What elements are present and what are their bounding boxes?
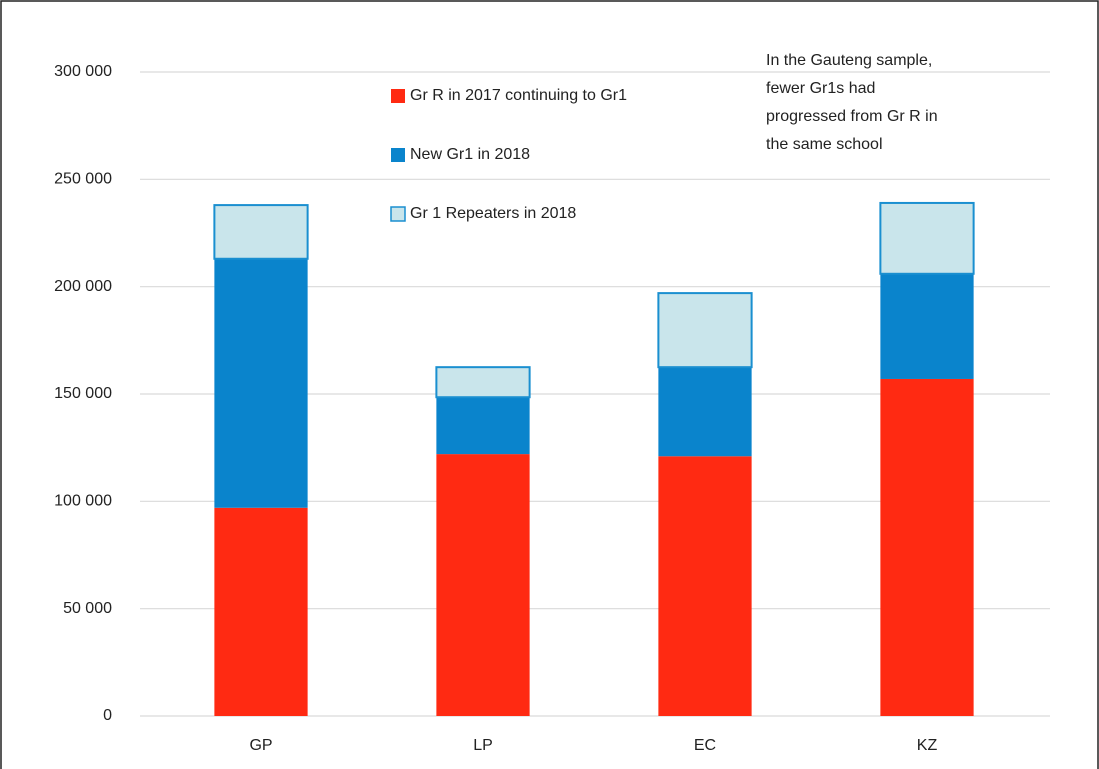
x-tick-label: GP: [249, 737, 272, 754]
legend-swatch: [391, 148, 405, 162]
bar-segment: [879, 201, 975, 275]
bar-segment: [657, 292, 753, 369]
bar-segment: [658, 367, 752, 457]
bar-segment: [214, 258, 308, 508]
bar-segment: [880, 378, 974, 716]
annotation: the same school: [766, 136, 883, 153]
legend-label: Gr 1 Repeaters in 2018: [410, 205, 576, 222]
bar-segment: [880, 273, 974, 379]
bar-segment: [658, 456, 752, 716]
y-tick-label: 0: [103, 707, 112, 724]
annotation: progressed from Gr R in: [766, 108, 938, 125]
y-tick-label: 250 000: [54, 171, 112, 188]
bar-segment: [436, 454, 530, 716]
annotation: fewer Gr1s had: [766, 80, 875, 97]
x-tick-label: LP: [473, 737, 493, 754]
y-tick-label: 300 000: [54, 63, 112, 80]
bar-segment: [435, 366, 531, 399]
y-tick-label: 200 000: [54, 278, 112, 295]
y-tick-label: 150 000: [54, 385, 112, 402]
legend-label: Gr R in 2017 continuing to Gr1: [410, 87, 627, 104]
x-tick-label: EC: [694, 737, 716, 754]
annotation: In the Gauteng sample,: [766, 52, 932, 69]
bar-segment: [213, 204, 309, 260]
legend-swatch: [391, 89, 405, 103]
y-tick-label: 100 000: [54, 493, 112, 510]
x-tick-label: KZ: [917, 737, 938, 754]
legend-label: New Gr1 in 2018: [410, 146, 530, 163]
legend-swatch: [390, 206, 406, 222]
y-tick-label: 50 000: [63, 600, 112, 617]
bar-segment: [436, 397, 530, 455]
bar-segment: [214, 507, 308, 716]
